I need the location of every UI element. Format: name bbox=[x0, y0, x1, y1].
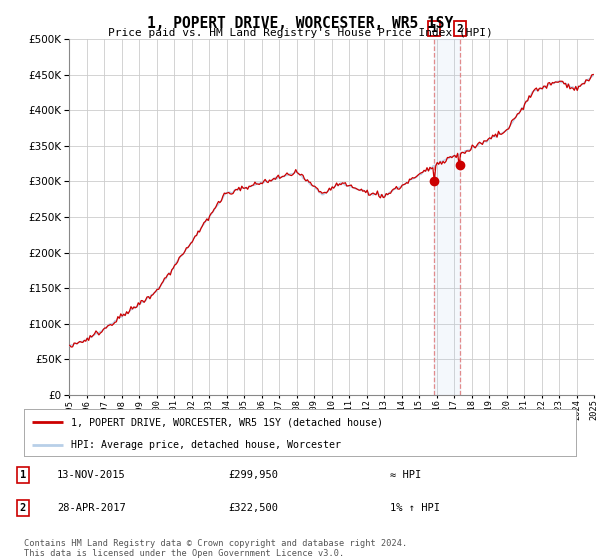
Text: 1, POPERT DRIVE, WORCESTER, WR5 1SY: 1, POPERT DRIVE, WORCESTER, WR5 1SY bbox=[147, 16, 453, 31]
Text: Price paid vs. HM Land Registry's House Price Index (HPI): Price paid vs. HM Land Registry's House … bbox=[107, 28, 493, 38]
Text: 13-NOV-2015: 13-NOV-2015 bbox=[57, 470, 126, 480]
Text: 2: 2 bbox=[457, 24, 463, 34]
Text: 1% ↑ HPI: 1% ↑ HPI bbox=[390, 503, 440, 513]
Text: 1: 1 bbox=[20, 470, 26, 480]
Text: Contains HM Land Registry data © Crown copyright and database right 2024.
This d: Contains HM Land Registry data © Crown c… bbox=[24, 539, 407, 558]
Text: £299,950: £299,950 bbox=[228, 470, 278, 480]
Text: 2: 2 bbox=[20, 503, 26, 513]
Text: 1, POPERT DRIVE, WORCESTER, WR5 1SY (detached house): 1, POPERT DRIVE, WORCESTER, WR5 1SY (det… bbox=[71, 417, 383, 427]
Text: ≈ HPI: ≈ HPI bbox=[390, 470, 421, 480]
Text: 28-APR-2017: 28-APR-2017 bbox=[57, 503, 126, 513]
Text: £322,500: £322,500 bbox=[228, 503, 278, 513]
Bar bbox=[434, 39, 460, 395]
Text: HPI: Average price, detached house, Worcester: HPI: Average price, detached house, Worc… bbox=[71, 440, 341, 450]
Text: 1: 1 bbox=[431, 24, 437, 34]
